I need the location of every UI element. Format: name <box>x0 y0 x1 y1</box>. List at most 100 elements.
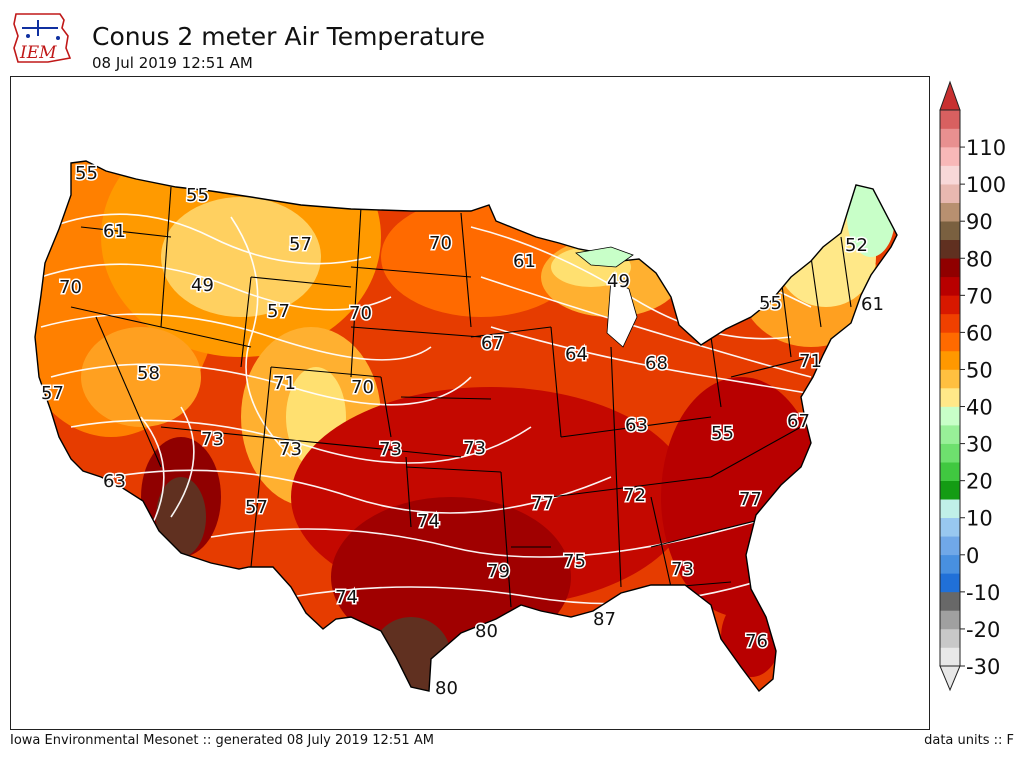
colorbar-tick-label-14: -30 <box>966 655 1000 679</box>
colorbar-tick-label-6: 50 <box>966 358 993 382</box>
map-label-27: 73 <box>279 439 302 460</box>
map-label-21: 71 <box>799 351 822 372</box>
colorbar-min-extension <box>939 665 961 692</box>
colorbar-swatch-27 <box>940 147 960 166</box>
colorbar-swatch-2 <box>940 610 960 630</box>
map-value-labels: 55 55 61 57 70 61 49 52 70 49 57 70 55 61 67 64 68 57 58 71… <box>40 162 886 701</box>
map-label-35: 75 <box>563 551 586 572</box>
map-label-37: 73 <box>671 559 694 580</box>
map-label-28: 73 <box>379 439 402 460</box>
map-label-16: 68 <box>645 353 668 374</box>
map-label-41: 76 <box>745 631 768 652</box>
colorbar-swatch-29 <box>940 110 960 129</box>
map-label-31: 77 <box>531 493 554 514</box>
colorbar-tick-label-9: 20 <box>966 470 993 494</box>
colorbar-swatch-8 <box>940 499 960 519</box>
colorbar-swatch-9 <box>940 480 960 500</box>
colorbar-tick-label-7: 40 <box>966 396 993 420</box>
colorbar-swatch-13 <box>940 406 960 426</box>
colorbar-max-extension <box>939 80 961 111</box>
colorbar-swatch-7 <box>940 517 960 537</box>
map-label-5: 61 <box>513 251 536 272</box>
map-label-18: 58 <box>137 363 160 384</box>
colorbar-tick-label-4: 70 <box>966 284 993 308</box>
map-label-19: 71 <box>273 373 296 394</box>
map-label-26: 73 <box>201 429 224 450</box>
map-label-10: 57 <box>267 301 290 322</box>
map-label-29: 63 <box>103 471 126 492</box>
colorbar-tick-label-10: 10 <box>966 507 993 531</box>
map-label-4: 70 <box>59 277 82 298</box>
map-label-2: 61 <box>103 221 126 242</box>
colorbar-swatches <box>939 80 961 692</box>
colorbar-swatch-21 <box>940 258 960 278</box>
map-label-9: 49 <box>607 271 630 292</box>
map-label-36: 79 <box>487 561 510 582</box>
map-label-25: 67 <box>787 411 810 432</box>
colorbar-swatch-15 <box>940 369 960 389</box>
colorbar-tick-label-2: 90 <box>966 210 993 234</box>
colorbar-swatch-4 <box>940 573 960 593</box>
map-frame: 55 55 61 57 70 61 49 52 70 49 57 70 55 61 67 64 68 57 58 71… <box>10 76 930 730</box>
footer-units: data units :: F <box>924 733 1014 748</box>
map-label-34: 74 <box>417 511 440 532</box>
colorbar-swatch-12 <box>940 425 960 444</box>
colorbar-swatch-16 <box>940 350 960 370</box>
map-label-42: 80 <box>435 678 458 699</box>
map-label-33: 77 <box>739 489 762 510</box>
colorbar-swatch-6 <box>940 536 960 556</box>
colorbar-swatch-14 <box>940 388 960 407</box>
map-label-32: 72 <box>623 485 646 506</box>
colorbar-swatch-28 <box>940 128 960 148</box>
map-label-11: 70 <box>349 303 372 324</box>
map-label-24: 55 <box>711 423 734 444</box>
colorbar-swatch-10 <box>940 462 960 481</box>
map-label-39: 80 <box>475 621 498 642</box>
map-label-8: 70 <box>429 233 452 254</box>
colorbar-swatch-19 <box>940 295 960 315</box>
colorbar-swatch-1 <box>940 628 960 648</box>
map-label-14: 67 <box>481 333 504 354</box>
footer-credit: Iowa Environmental Mesonet :: generated … <box>10 733 434 748</box>
colorbar-swatch-26 <box>940 165 960 185</box>
colorbar-tick-label-13: -20 <box>966 618 1000 642</box>
map-label-40: 87 <box>593 609 616 630</box>
colorbar-tick-label-12: -10 <box>966 581 1000 605</box>
colorbar-swatch-24 <box>940 202 960 222</box>
colorbar-swatch-18 <box>940 313 960 333</box>
colorbar-tick-label-11: 0 <box>966 544 979 568</box>
colorbar-swatch-5 <box>940 554 960 574</box>
svg-text:IEM: IEM <box>19 43 57 63</box>
map-label-17: 57 <box>41 383 64 404</box>
temperature-map: 55 55 61 57 70 61 49 52 70 49 57 70 55 61 67 64 68 57 58 71… <box>34 160 898 701</box>
colorbar-swatch-17 <box>940 332 960 352</box>
map-label-1: 55 <box>186 185 209 206</box>
map-label-23: 63 <box>625 415 648 436</box>
page-subtitle: 08 Jul 2019 12:51 AM <box>92 54 253 72</box>
map-label-15: 64 <box>565 344 588 365</box>
colorbar-tick-label-0: 110 <box>966 136 1006 160</box>
map-label-13: 61 <box>861 294 884 315</box>
map-label-6: 49 <box>191 275 214 296</box>
page-title: Conus 2 meter Air Temperature <box>92 22 486 51</box>
map-label-12: 55 <box>759 293 782 314</box>
colorbar-tick-label-1: 100 <box>966 173 1006 197</box>
colorbar-swatch-25 <box>940 184 960 203</box>
colorbar-swatch-3 <box>940 591 960 611</box>
colorbar-border <box>939 109 961 667</box>
map-label-3: 57 <box>289 234 312 255</box>
map-label-20: 70 <box>351 377 374 398</box>
colorbar-swatch-0 <box>940 647 960 667</box>
map-label-30: 57 <box>245 497 268 518</box>
map-label-22: 73 <box>463 438 486 459</box>
map-label-0: 55 <box>75 163 98 184</box>
colorbar-swatch-23 <box>940 221 960 241</box>
colorbar-swatch-22 <box>940 239 960 259</box>
map-label-38: 74 <box>335 587 358 608</box>
colorbar-swatch-20 <box>940 276 960 296</box>
colorbar-swatch-11 <box>940 443 960 463</box>
colorbar-tick-label-3: 80 <box>966 247 993 271</box>
iem-logo: IEM <box>13 13 72 63</box>
